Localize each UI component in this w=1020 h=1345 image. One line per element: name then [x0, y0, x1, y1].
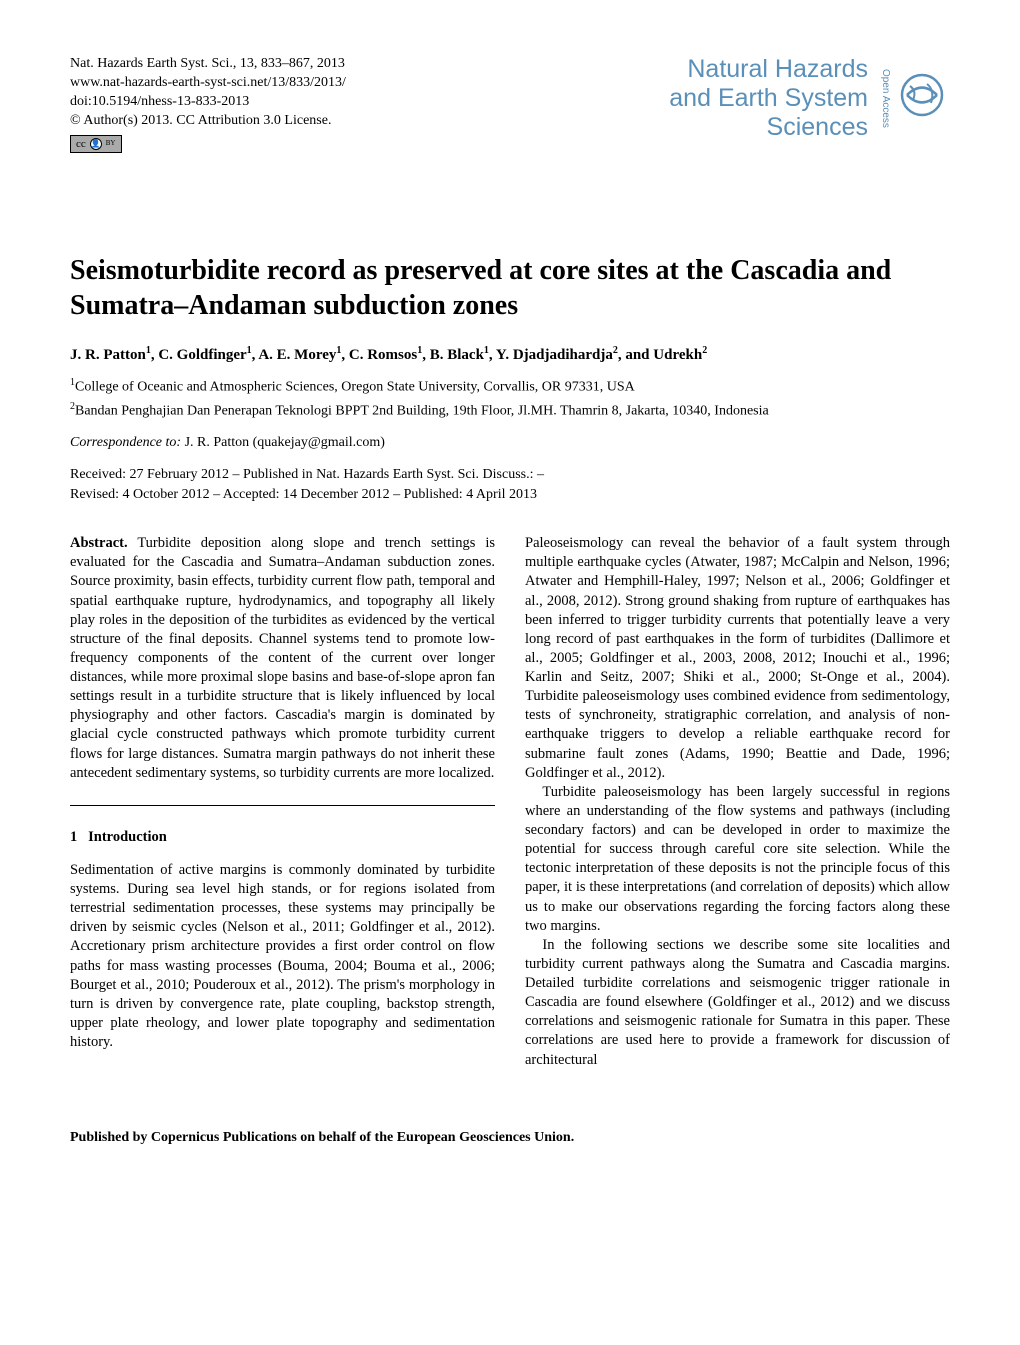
correspondence-person: J. R. Patton (quakejay@gmail.com) — [185, 435, 385, 450]
body-paragraph: Paleoseismology can reveal the behavior … — [525, 534, 950, 783]
affiliation-list: 1College of Oceanic and Atmospheric Scie… — [70, 376, 950, 421]
body-columns: Abstract. Turbidite deposition along slo… — [70, 534, 950, 1070]
body-paragraph: In the following sections we describe so… — [525, 936, 950, 1070]
open-access-label: Open Access — [880, 69, 891, 128]
abstract-paragraph: Abstract. Turbidite deposition along slo… — [70, 534, 495, 783]
dates-line1: Received: 27 February 2012 – Published i… — [70, 465, 950, 485]
publication-dates: Received: 27 February 2012 – Published i… — [70, 465, 950, 504]
left-column: Abstract. Turbidite deposition along slo… — [70, 534, 495, 1070]
right-column: Paleoseismology can reveal the behavior … — [525, 534, 950, 1070]
page-header: Nat. Hazards Earth Syst. Sci., 13, 833–8… — [70, 55, 950, 153]
author-list: J. R. Patton1, C. Goldfinger1, A. E. Mor… — [70, 345, 950, 364]
dates-line2: Revised: 4 October 2012 – Accepted: 14 D… — [70, 485, 950, 505]
affiliation: 1College of Oceanic and Atmospheric Scie… — [70, 376, 950, 397]
doi: doi:10.5194/nhess-13-833-2013 — [70, 93, 346, 112]
section-title: Introduction — [88, 829, 167, 845]
journal-citation: Nat. Hazards Earth Syst. Sci., 13, 833–8… — [70, 55, 346, 74]
affiliation: 2Bandan Penghajian Dan Penerapan Teknolo… — [70, 400, 950, 421]
abstract-text: Turbidite deposition along slope and tre… — [70, 535, 495, 781]
by-text: BY — [106, 139, 116, 148]
correspondence: Correspondence to: J. R. Patton (quakeja… — [70, 435, 950, 451]
body-paragraph: Sedimentation of active margins is commo… — [70, 861, 495, 1052]
publisher-footer: Published by Copernicus Publications on … — [70, 1130, 950, 1146]
journal-url: www.nat-hazards-earth-syst-sci.net/13/83… — [70, 74, 346, 93]
journal-name: Natural Hazards and Earth System Science… — [669, 55, 868, 141]
cc-license-badge: cc 👤 BY — [70, 135, 122, 154]
person-icon: 👤 — [90, 138, 102, 150]
section-heading: 1 Introduction — [70, 828, 495, 847]
article-title: Seismoturbidite record as preserved at c… — [70, 253, 950, 323]
divider — [70, 805, 495, 806]
body-paragraph: Turbidite paleoseismology has been large… — [525, 783, 950, 936]
correspondence-label: Correspondence to: — [70, 435, 181, 450]
abstract-label: Abstract. — [70, 535, 128, 551]
copyright-line: © Author(s) 2013. CC Attribution 3.0 Lic… — [70, 112, 346, 131]
cc-icon: cc — [76, 137, 86, 152]
journal-logo: Natural Hazards and Earth System Science… — [669, 55, 950, 141]
section-number: 1 — [70, 829, 77, 845]
citation-block: Nat. Hazards Earth Syst. Sci., 13, 833–8… — [70, 55, 346, 153]
egu-logo-icon — [895, 68, 950, 128]
